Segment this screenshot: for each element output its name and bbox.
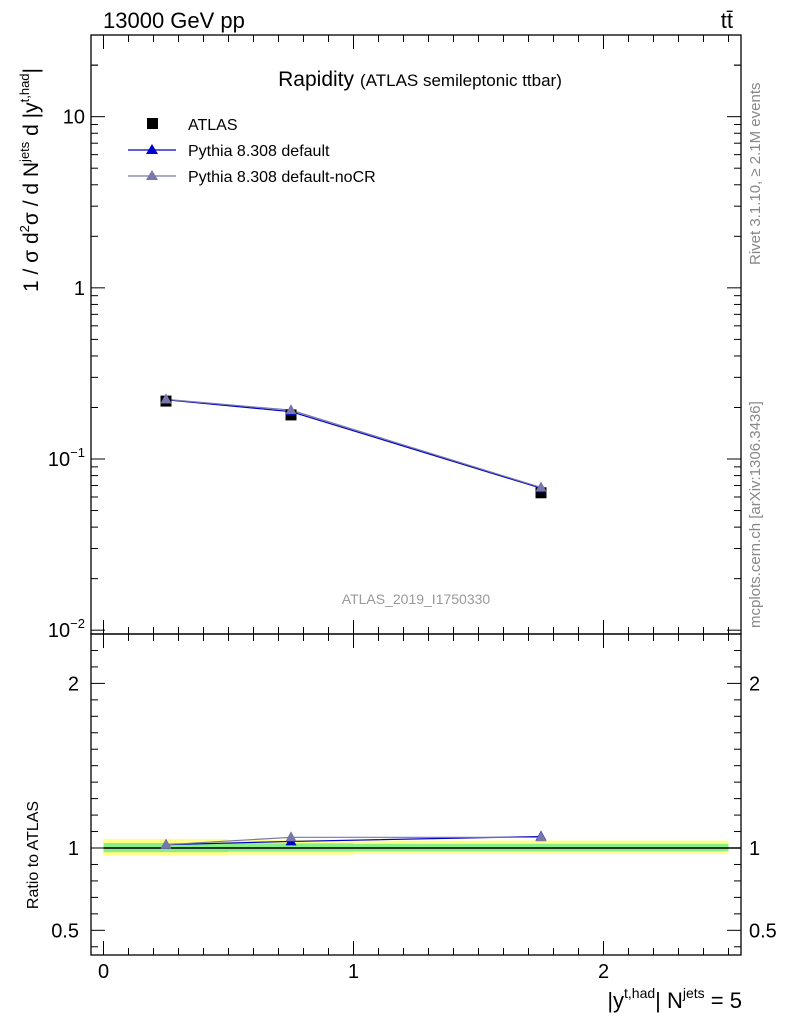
ratio-y-tick-label-right: 1	[749, 838, 760, 860]
legend-marker-default	[146, 144, 158, 154]
main-y-tick-label: 1	[74, 278, 85, 300]
main-y-axis-label: 1 / σ d2σ / d Njets d |yt,had|	[17, 68, 43, 292]
legend-label-atlas: ATLAS	[188, 117, 238, 134]
data-point-atlas	[535, 487, 547, 499]
ratio-panel: 0 1 2 0.5 0.5 1 1 2 2	[51, 633, 777, 983]
series-line	[165, 398, 542, 489]
ratio-y-tick-label-right: 0.5	[749, 920, 777, 942]
ratio-frame	[90, 633, 742, 956]
mcplots-label: mcplots.cern.ch [arXiv:1306.3436]	[747, 401, 764, 628]
ratio-y-tick-label: 2	[68, 673, 79, 695]
analysis-watermark: ATLAS_2019_I1750330	[342, 591, 491, 607]
main-y-tick-label: 10−1	[48, 445, 85, 471]
data-point-mc	[535, 481, 547, 492]
data-point-mc	[160, 393, 172, 404]
x-axis-label: |yt,had| Njets = 5	[607, 985, 742, 1013]
ratio-y-tick-label: 1	[68, 838, 79, 860]
x-tick-label: 0	[98, 961, 109, 983]
ratio-y-axis-label: Ratio to ATLAS	[25, 801, 42, 909]
legend-label-nocr: Pythia 8.308 default-noCR	[188, 169, 376, 186]
legend-marker-nocr	[146, 170, 158, 180]
legend-marker-atlas	[147, 118, 158, 129]
x-tick-label: 1	[348, 961, 359, 983]
main-y-tick-label: 10−2	[48, 616, 85, 642]
ratio-point	[535, 831, 547, 842]
ratio-point	[160, 838, 172, 849]
legend: ATLAS Pythia 8.308 default Pythia 8.308 …	[128, 117, 376, 186]
legend-label-default: Pythia 8.308 default	[188, 143, 330, 160]
ratio-y-tick-label: 0.5	[51, 920, 79, 942]
main-y-tick-label: 10	[63, 107, 85, 129]
series-line	[165, 399, 542, 489]
rivet-label: Rivet 3.1.10, ≥ 2.1M events	[747, 83, 764, 266]
header-left: 13000 GeV pp	[103, 8, 245, 33]
ratio-point	[285, 831, 297, 842]
x-tick-label: 2	[598, 961, 609, 983]
ratio-y-tick-label-right: 2	[749, 673, 760, 695]
header-right: tt̄	[721, 8, 733, 33]
data-point-mc	[285, 404, 297, 415]
chart-title: Rapidity (ATLAS semileptonic ttbar)	[278, 68, 562, 91]
